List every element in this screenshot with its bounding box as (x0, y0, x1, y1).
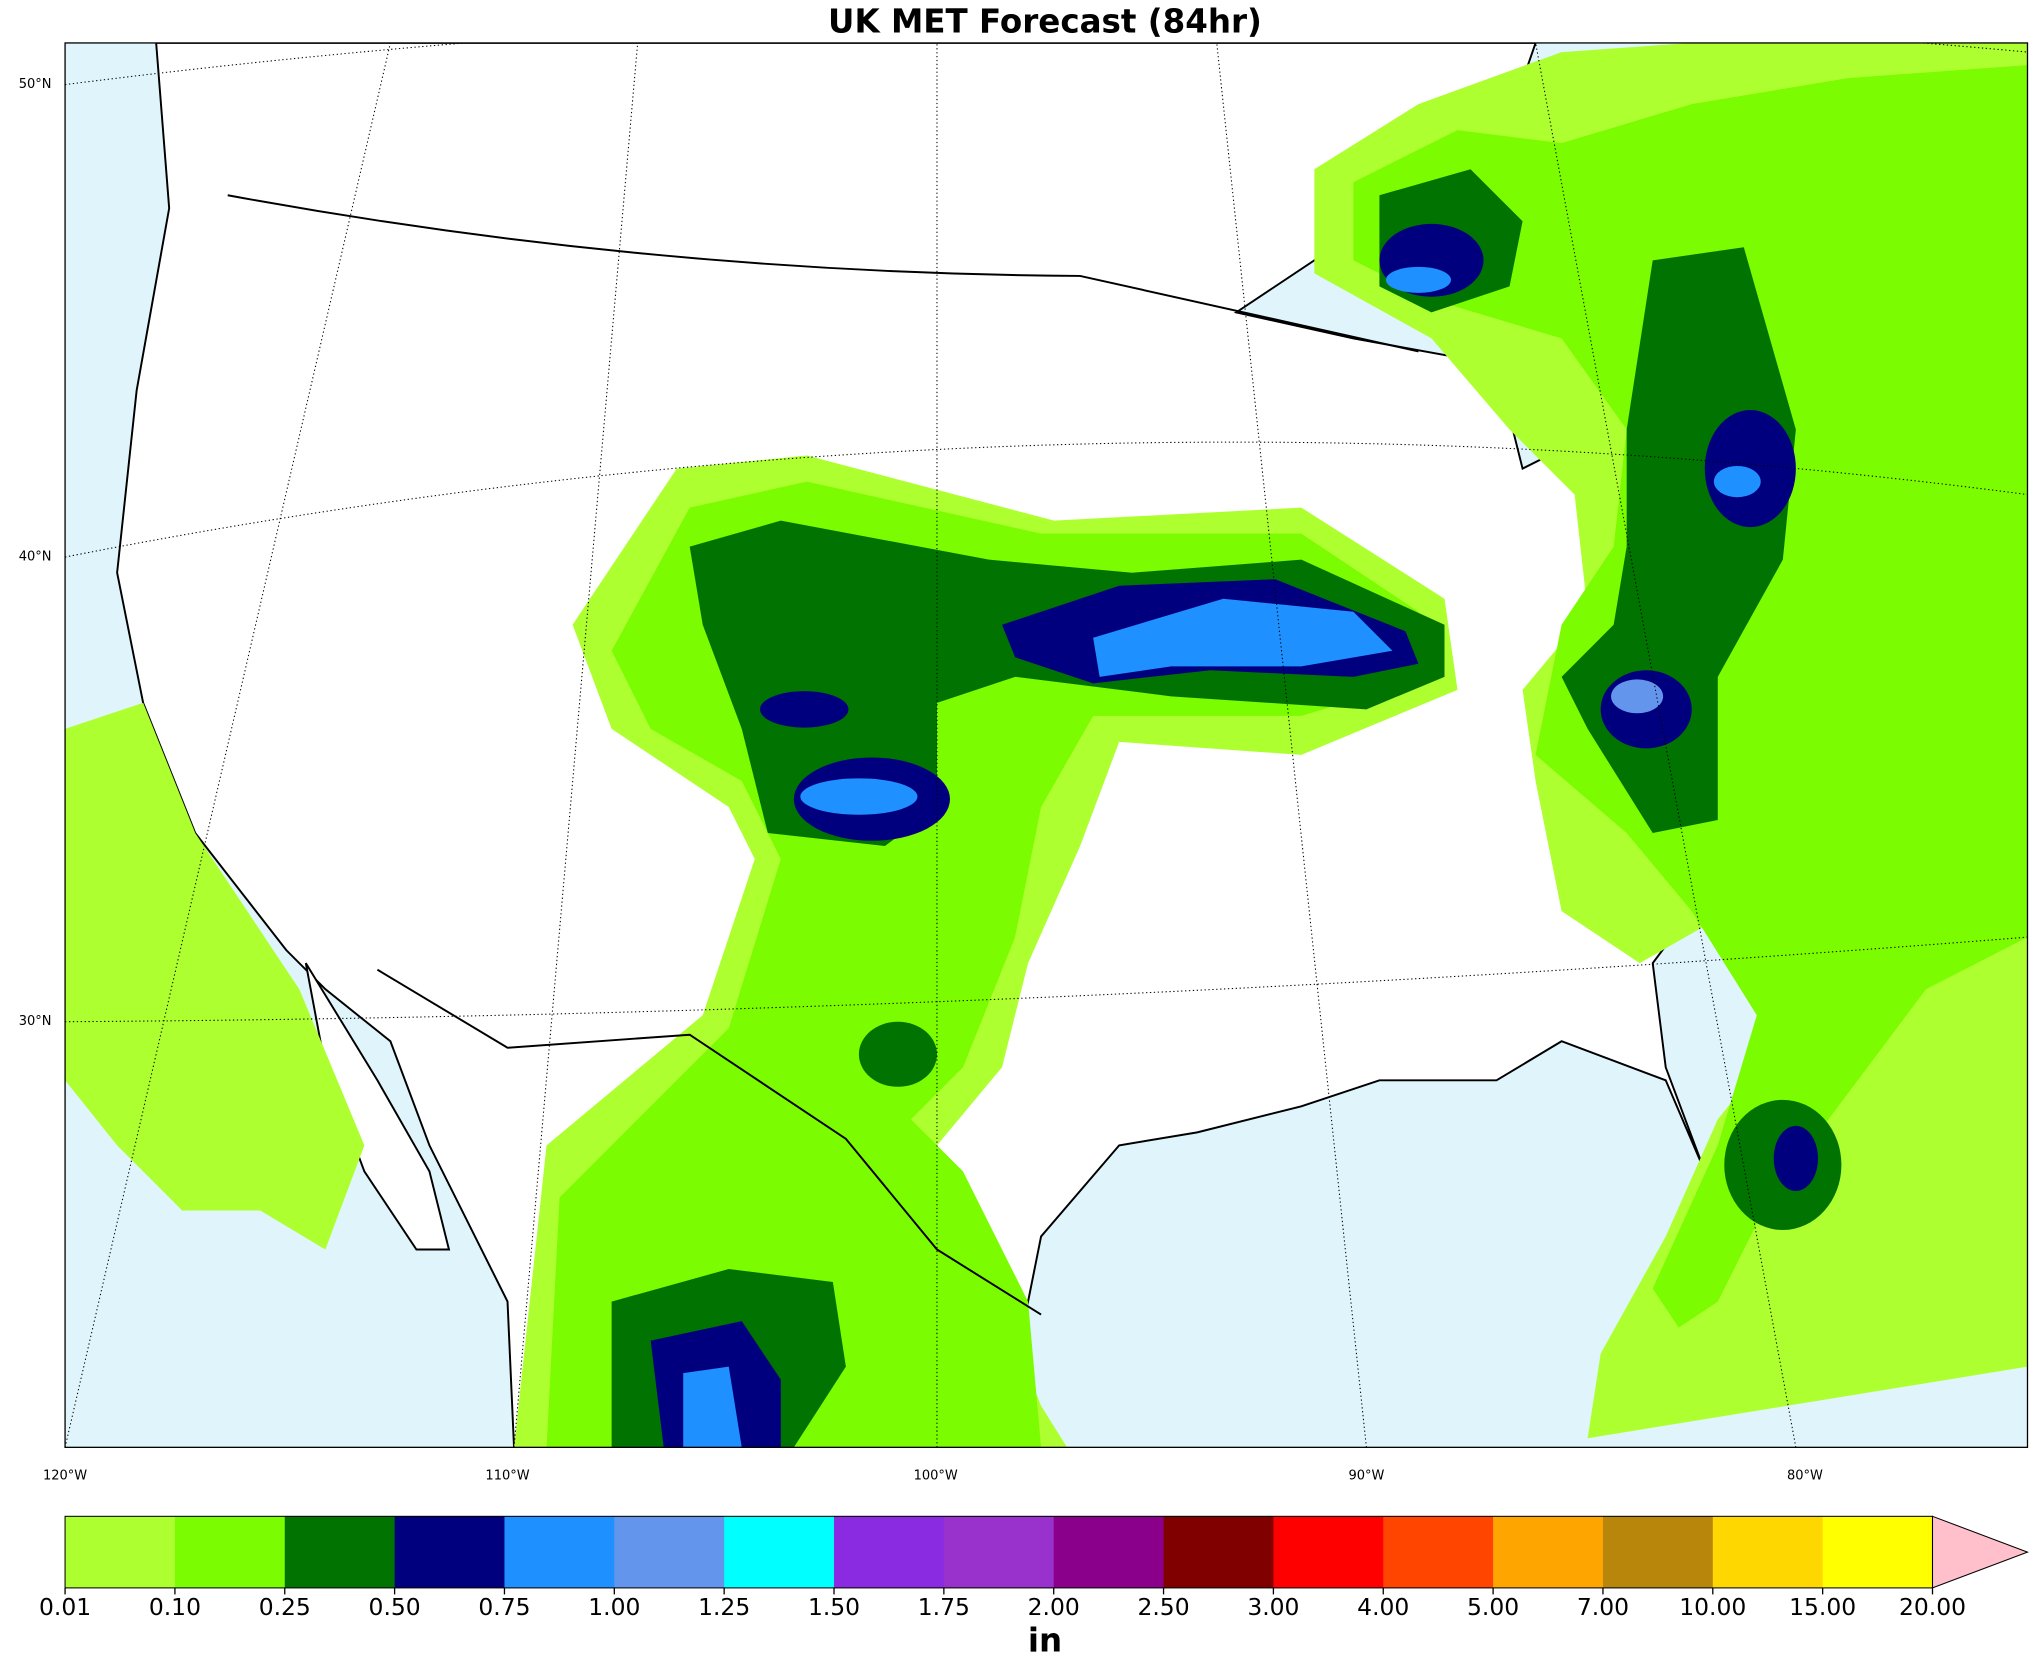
lon-label: 110°W (485, 1468, 529, 1483)
colorbar-label: 2.50 (1137, 1593, 1189, 1621)
colorbar-swatch (1822, 1516, 1934, 1588)
colorbar-label: 15.00 (1789, 1593, 1856, 1621)
map (64, 42, 2029, 1448)
colorbar-label: 0.01 (39, 1593, 91, 1621)
colorbar-swatch (1493, 1516, 1604, 1588)
precip-area (800, 778, 918, 815)
colorbar-label: 0.50 (369, 1593, 421, 1621)
colorbar: 0.01 0.10 0.25 0.50 0.75 1.00 1.25 1.50 1.75 2.00… (39, 1515, 2029, 1621)
colorbar-label: 1.50 (808, 1593, 860, 1621)
lon-label: 120°W (43, 1468, 87, 1483)
colorbar-swatch (284, 1516, 396, 1588)
colorbar-extend (1931, 1515, 2029, 1589)
colorbar-label: 1.75 (918, 1593, 970, 1621)
lon-label: 80°W (1787, 1468, 1823, 1483)
map-frame (64, 42, 2029, 1448)
lat-label: 50°N (19, 77, 52, 92)
colorbar-swatch (943, 1516, 1055, 1588)
colorbar-swatch (1712, 1516, 1824, 1588)
colorbar-swatch (724, 1516, 835, 1588)
colorbar-swatch (504, 1516, 615, 1588)
lon-label: 100°W (914, 1468, 958, 1483)
border (227, 194, 1419, 1316)
colorbar-label: 5.00 (1467, 1593, 1519, 1621)
lon-labels: 120°W 110°W 100°W 90°W 80°W (43, 1468, 1823, 1483)
precip-area (1385, 266, 1451, 293)
colorbar-label: 7.00 (1577, 1593, 1629, 1621)
colorbar-swatch (65, 1516, 176, 1588)
precip-area (759, 691, 849, 728)
colorbar-swatch (1163, 1516, 1275, 1588)
precip-area (1704, 409, 1796, 528)
colorbar-label: 10.00 (1679, 1593, 1746, 1621)
lon-label: 90°W (1348, 1468, 1384, 1483)
colorbar-label: 1.00 (588, 1593, 640, 1621)
colorbar-swatch (1053, 1516, 1165, 1588)
colorbar-label: 0.75 (478, 1593, 530, 1621)
title: UK MET Forecast (84hr) (828, 2, 1262, 40)
colorbar-swatch (394, 1516, 506, 1588)
colorbar-swatch (174, 1516, 286, 1588)
colorbar-label: 0.10 (149, 1593, 201, 1621)
lat-label: 30°N (19, 1014, 52, 1029)
colorbar-unit: in (1028, 1622, 1062, 1660)
precip-area (65, 702, 365, 1250)
lat-label: 40°N (19, 550, 52, 565)
lat-labels: 50°N 40°N 30°N (19, 77, 52, 1029)
colorbar-label: 1.25 (698, 1593, 750, 1621)
precip-area (1093, 598, 1393, 677)
colorbar-frame (64, 1515, 1934, 1589)
precip-area (683, 1366, 742, 1448)
colorbar-label: 2.00 (1028, 1593, 1080, 1621)
precip-area (1773, 1125, 1818, 1191)
colorbar-label: 0.25 (259, 1593, 311, 1621)
precip-area (858, 1021, 937, 1087)
colorbar-swatch (1273, 1516, 1384, 1588)
colorbar-swatch (1383, 1516, 1494, 1588)
precip-area (1611, 679, 1664, 714)
precip-area (1713, 465, 1761, 498)
colorbar-label: 3.00 (1247, 1593, 1299, 1621)
colorbar-label: 4.00 (1357, 1593, 1409, 1621)
colorbar-swatch (614, 1516, 725, 1588)
colorbar-label: 20.00 (1899, 1593, 1966, 1621)
colorbar-swatch (1602, 1516, 1714, 1588)
colorbar-swatch (834, 1516, 945, 1588)
